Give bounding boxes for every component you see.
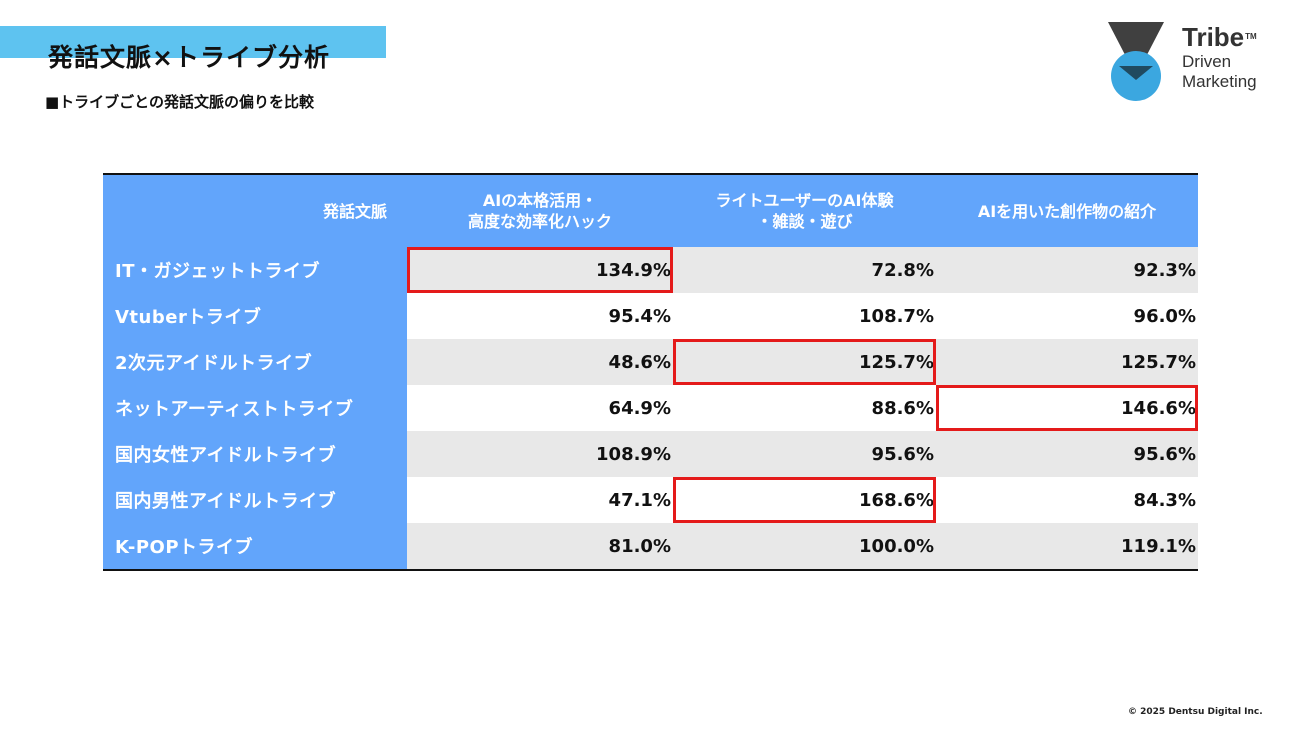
- tribe-label: 国内女性アイドルトライブ: [103, 431, 407, 477]
- value-cell: 64.9%: [608, 397, 671, 419]
- value-cell: 47.1%: [608, 489, 671, 511]
- logo-brand-text: Tribe: [1182, 22, 1245, 52]
- value-cell: 146.6%: [1121, 397, 1196, 419]
- table-row: 国内男性アイドルトライブ 47.1% 168.6% 84.3%: [103, 477, 1198, 523]
- value-cell: 119.1%: [1121, 535, 1196, 557]
- value-cell: 72.8%: [871, 259, 934, 281]
- table-row: IT・ガジェットトライブ 134.9% 72.8% 92.3%: [103, 247, 1198, 293]
- table-row: K-POPトライブ 81.0% 100.0% 119.1%: [103, 523, 1198, 569]
- tribe-label: Vtuberトライブ: [103, 293, 407, 339]
- logo-line-driven: Driven: [1182, 52, 1232, 71]
- tribe-context-table: 発話文脈 AIの本格活用・ 高度な効率化ハック ライトユーザーのAI体験 ・雑談…: [103, 173, 1198, 571]
- table-row: ネットアーティストトライブ 64.9% 88.6% 146.6%: [103, 385, 1198, 431]
- tribe-label: K-POPトライブ: [103, 523, 407, 569]
- header-ai-advanced-usage: AIの本格活用・ 高度な効率化ハック: [467, 191, 612, 231]
- header-ai-creations: AIを用いた創作物の紹介: [977, 201, 1157, 221]
- value-cell: 95.4%: [608, 305, 671, 327]
- table-body: IT・ガジェットトライブ 134.9% 72.8% 92.3% Vtuberトライブ 95…: [103, 247, 1198, 569]
- value-cell: 125.7%: [1121, 351, 1196, 373]
- title-accent-bar: [0, 26, 386, 58]
- value-cell: 108.9%: [596, 443, 671, 465]
- table-row: Vtuberトライブ 95.4% 108.7% 96.0%: [103, 293, 1198, 339]
- table-row: 2次元アイドルトライブ 48.6% 125.7% 125.7%: [103, 339, 1198, 385]
- value-cell: 95.6%: [1133, 443, 1196, 465]
- value-cell: 88.6%: [871, 397, 934, 419]
- tribe-label: IT・ガジェットトライブ: [103, 247, 407, 293]
- value-cell: 100.0%: [859, 535, 934, 557]
- tribe-logo-mark-icon: [1108, 22, 1164, 101]
- value-cell: 125.7%: [859, 351, 934, 373]
- value-cell: 95.6%: [871, 443, 934, 465]
- tribe-label: 国内男性アイドルトライブ: [103, 477, 407, 523]
- value-cell: 81.0%: [608, 535, 671, 557]
- value-cell: 108.7%: [859, 305, 934, 327]
- value-cell: 84.3%: [1133, 489, 1196, 511]
- tribe-driven-marketing-logo: TribeTM Driven Marketing: [1106, 20, 1286, 110]
- logo-tm-mark: TM: [1245, 32, 1257, 41]
- table-row: 国内女性アイドルトライブ 108.9% 95.6% 95.6%: [103, 431, 1198, 477]
- header-light-user-experience: ライトユーザーのAI体験 ・雑談・遊び: [715, 191, 894, 231]
- value-cell: 48.6%: [608, 351, 671, 373]
- tribe-label: 2次元アイドルトライブ: [103, 339, 407, 385]
- value-cell: 168.6%: [859, 489, 934, 511]
- header-context-label: 発話文脈: [322, 201, 387, 221]
- value-cell: 96.0%: [1133, 305, 1196, 327]
- logo-wordmark: TribeTM Driven Marketing: [1182, 22, 1257, 92]
- page-subtitle: ■トライブごとの発話文脈の偏りを比較: [45, 93, 315, 111]
- value-cell: 134.9%: [596, 259, 671, 281]
- table-header-row: 発話文脈 AIの本格活用・ 高度な効率化ハック ライトユーザーのAI体験 ・雑談…: [103, 175, 1198, 247]
- copyright-text: © 2025 Dentsu Digital Inc.: [1128, 707, 1263, 717]
- value-cell: 92.3%: [1133, 259, 1196, 281]
- tribe-label: ネットアーティストトライブ: [103, 385, 407, 431]
- page-title: 発話文脈×トライブ分析: [48, 43, 330, 72]
- logo-line-marketing: Marketing: [1182, 72, 1257, 91]
